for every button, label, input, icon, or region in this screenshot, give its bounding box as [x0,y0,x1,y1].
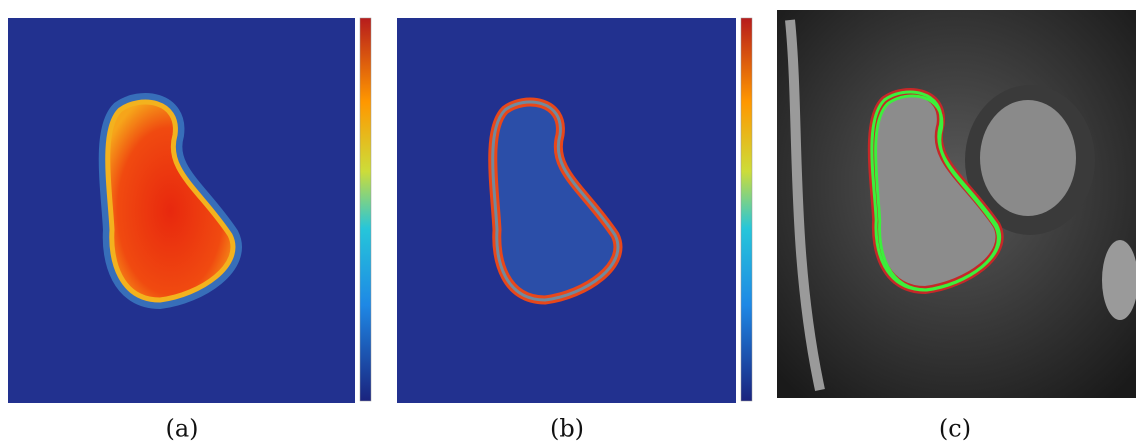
panel-b [397,17,753,403]
panel-a [8,17,372,403]
panel-c [777,10,1136,398]
tissue [1102,240,1136,320]
tissue [785,19,825,392]
ventricle [980,100,1076,216]
panel-label: (a) [165,415,198,443]
panel-label: (c) [939,415,971,443]
panel-label: (b) [550,415,584,443]
colorbar [740,17,753,402]
colorbar [359,17,372,402]
